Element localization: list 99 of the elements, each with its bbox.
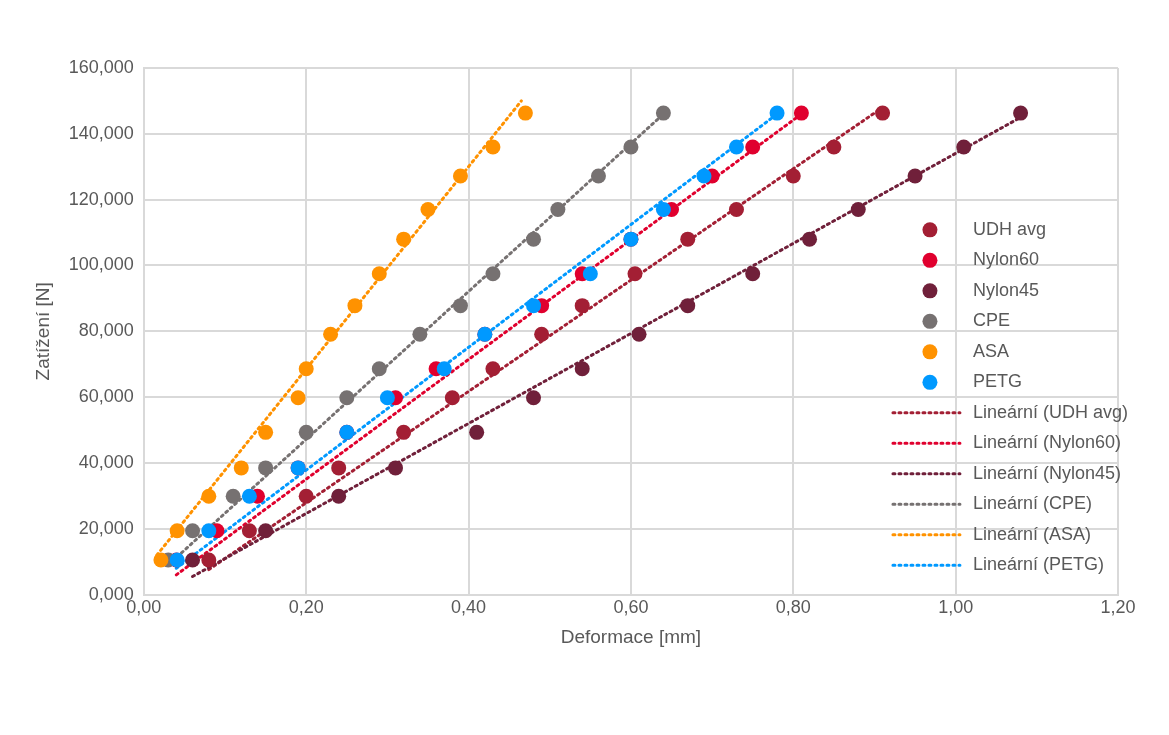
point	[258, 523, 274, 539]
y-tick-label: 40,000	[78, 451, 134, 472]
x-tick-label: 0,60	[613, 597, 649, 618]
point	[347, 298, 363, 314]
legend-label: Lineární (Nylon45)	[972, 462, 1122, 483]
point	[623, 139, 639, 155]
legend-label: Nylon45	[972, 279, 1039, 300]
legend-label: ASA	[972, 340, 1009, 361]
y-tick-label: 100,000	[68, 254, 134, 275]
point	[574, 298, 590, 314]
legend-label: Lineární (ASA)	[972, 523, 1092, 544]
y-tick-label: 160,000	[68, 56, 134, 77]
point	[526, 390, 542, 406]
point	[793, 105, 809, 121]
y-tick-label: 60,000	[78, 386, 134, 407]
point	[323, 326, 339, 342]
point	[850, 202, 866, 218]
point	[680, 298, 696, 314]
y-tick-label: 80,000	[78, 320, 134, 341]
point	[485, 266, 501, 282]
point	[745, 139, 761, 155]
point	[388, 460, 404, 476]
point	[185, 523, 201, 539]
point	[631, 326, 647, 342]
point	[298, 361, 314, 377]
point	[233, 460, 249, 476]
x-tick-label: 1,20	[1100, 597, 1136, 618]
legend-label: PETG	[972, 371, 1022, 392]
point	[485, 139, 501, 155]
point	[526, 298, 542, 314]
legend-label: Lineární (PETG)	[972, 554, 1104, 575]
point	[517, 105, 533, 121]
point	[582, 266, 598, 282]
point	[225, 488, 241, 504]
point	[452, 168, 468, 184]
legend-label: Nylon60	[972, 249, 1039, 270]
point	[680, 231, 696, 247]
point	[485, 361, 501, 377]
point	[1013, 105, 1029, 121]
point	[185, 552, 201, 568]
point	[655, 105, 671, 121]
point	[590, 168, 606, 184]
point	[550, 202, 566, 218]
legend-label: Lineární (CPE)	[972, 493, 1093, 514]
point	[875, 105, 891, 121]
legend-label: UDH avg	[972, 218, 1046, 239]
x-tick-label: 1,00	[938, 597, 974, 618]
point	[241, 523, 257, 539]
point	[298, 424, 314, 440]
x-tick-label: 0,40	[451, 597, 487, 618]
point	[241, 488, 257, 504]
point	[444, 390, 460, 406]
point	[396, 424, 412, 440]
point	[379, 390, 395, 406]
legend-label: Lineární (UDH avg)	[972, 401, 1129, 422]
point	[371, 361, 387, 377]
point	[452, 298, 468, 314]
point	[412, 326, 428, 342]
point	[826, 139, 842, 155]
legend-label: Lineární (Nylon60)	[972, 432, 1122, 453]
point	[728, 139, 744, 155]
point	[258, 460, 274, 476]
point	[745, 266, 761, 282]
point	[769, 105, 785, 121]
point	[436, 361, 452, 377]
point	[331, 460, 347, 476]
point	[396, 231, 412, 247]
point	[290, 390, 306, 406]
point	[655, 202, 671, 218]
y-tick-label: 120,000	[68, 188, 134, 209]
point	[469, 424, 485, 440]
point	[339, 390, 355, 406]
point	[420, 202, 436, 218]
legend-label: CPE	[972, 310, 1010, 331]
point	[258, 424, 274, 440]
x-axis-title: Deformace [mm]	[560, 625, 702, 647]
point	[574, 361, 590, 377]
point	[696, 168, 712, 184]
y-tick-label: 140,000	[68, 122, 134, 143]
point	[627, 266, 643, 282]
point	[331, 488, 347, 504]
point	[785, 168, 801, 184]
point	[153, 552, 169, 568]
point	[371, 266, 387, 282]
x-tick-label: 0,80	[775, 597, 811, 618]
point	[956, 139, 972, 155]
point	[298, 488, 314, 504]
point	[907, 168, 923, 184]
x-tick-label: 0,20	[288, 597, 324, 618]
y-axis-title: Zatížení [N]	[31, 282, 53, 381]
point	[526, 231, 542, 247]
point	[201, 488, 217, 504]
point	[169, 523, 185, 539]
point	[201, 552, 217, 568]
point	[802, 231, 818, 247]
point	[534, 326, 550, 342]
y-tick-label: 20,000	[78, 517, 134, 538]
point	[201, 523, 217, 539]
point	[728, 202, 744, 218]
